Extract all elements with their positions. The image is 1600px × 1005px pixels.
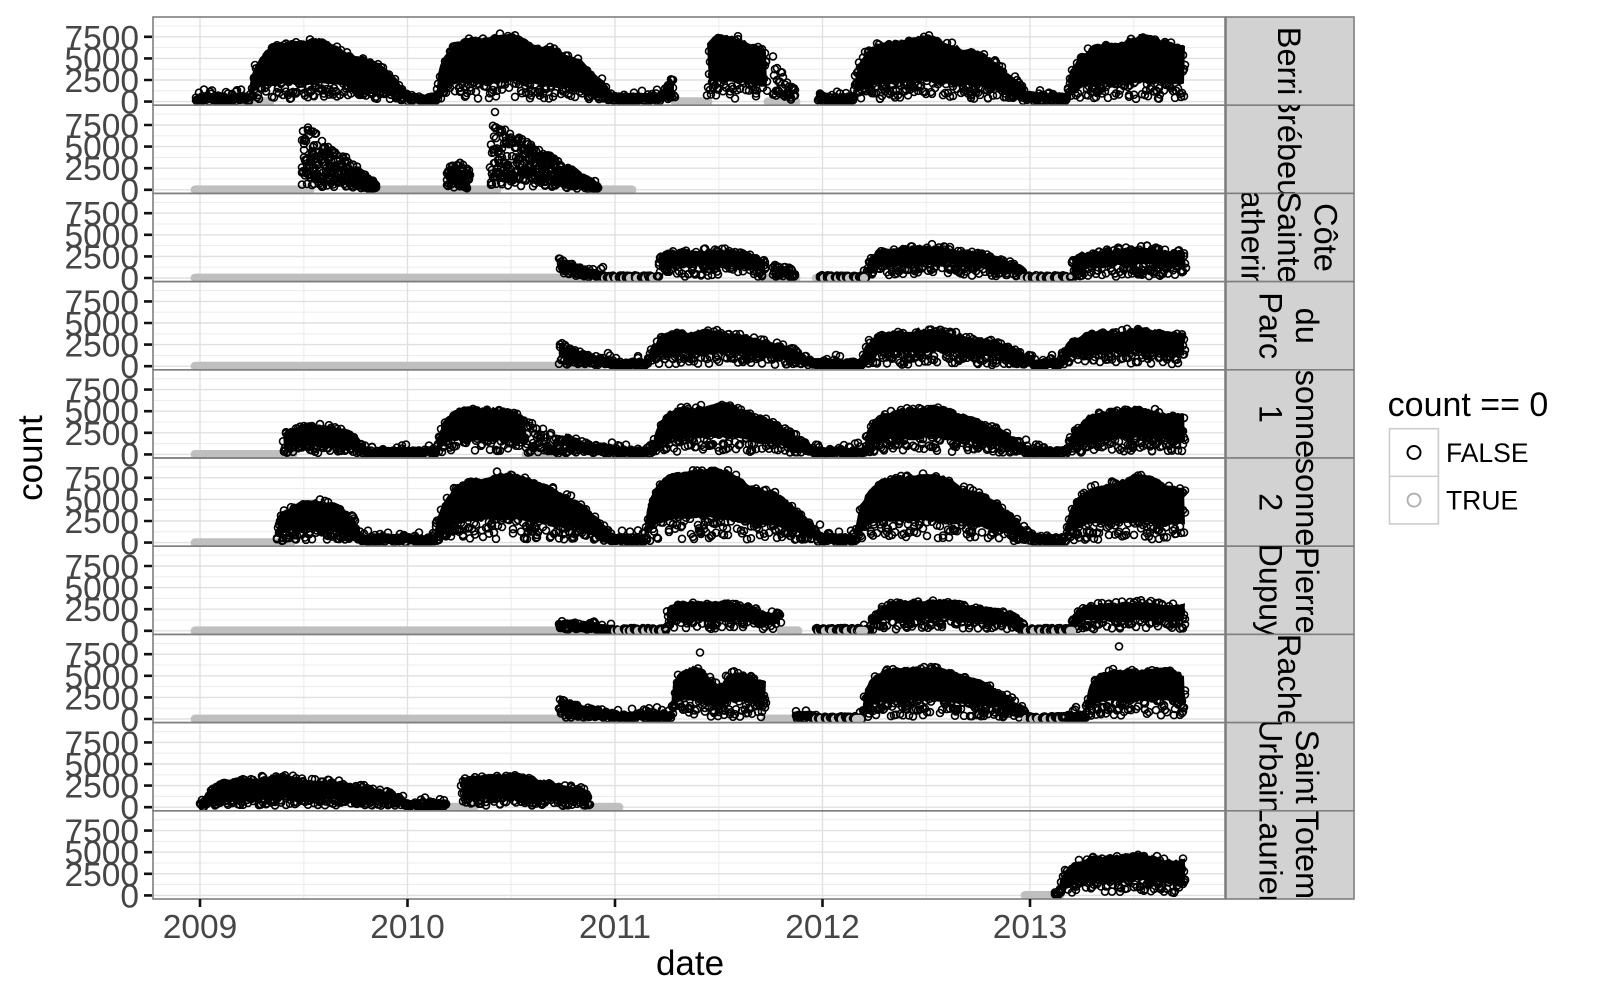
svg-text:TRUE: TRUE xyxy=(1446,486,1518,516)
svg-text:5000: 5000 xyxy=(64,41,139,78)
svg-text:2500: 2500 xyxy=(64,680,139,717)
svg-text:Rachel: Rachel xyxy=(1271,634,1307,735)
svg-text:Côte: Côte xyxy=(1307,203,1343,272)
svg-text:Brébeuf: Brébeuf xyxy=(1271,92,1307,207)
svg-text:1: 1 xyxy=(1253,405,1289,423)
svg-text:2500: 2500 xyxy=(64,151,139,188)
svg-text:5000: 5000 xyxy=(64,130,139,167)
svg-text:2500: 2500 xyxy=(64,63,139,100)
svg-text:Urbain: Urbain xyxy=(1253,719,1289,815)
svg-text:5000: 5000 xyxy=(64,571,139,608)
svg-text:Laurier: Laurier xyxy=(1253,804,1289,905)
svg-text:Maisonneuve: Maisonneuve xyxy=(1289,317,1325,510)
svg-text:7500: 7500 xyxy=(64,814,139,851)
svg-text:0: 0 xyxy=(120,526,139,563)
svg-text:2500: 2500 xyxy=(64,239,139,276)
svg-text:7500: 7500 xyxy=(64,20,139,57)
svg-text:FALSE: FALSE xyxy=(1446,438,1529,468)
svg-text:0: 0 xyxy=(120,349,139,386)
svg-text:7500: 7500 xyxy=(64,196,139,233)
svg-text:Berri: Berri xyxy=(1271,27,1307,96)
svg-text:7500: 7500 xyxy=(64,284,139,321)
svg-text:0: 0 xyxy=(120,173,139,210)
svg-text:2009: 2009 xyxy=(163,909,238,946)
svg-text:0: 0 xyxy=(120,614,139,651)
svg-text:7500: 7500 xyxy=(64,637,139,674)
svg-text:5000: 5000 xyxy=(64,659,139,696)
svg-text:7500: 7500 xyxy=(64,461,139,498)
svg-text:2011: 2011 xyxy=(579,909,651,946)
svg-text:7500: 7500 xyxy=(64,108,139,145)
svg-text:7500: 7500 xyxy=(64,549,139,586)
svg-text:7500: 7500 xyxy=(64,373,139,410)
svg-text:0: 0 xyxy=(120,85,139,122)
svg-text:2500: 2500 xyxy=(64,769,139,806)
svg-text:2500: 2500 xyxy=(64,592,139,629)
svg-text:2010: 2010 xyxy=(370,909,445,946)
svg-text:0: 0 xyxy=(120,878,139,915)
svg-text:2500: 2500 xyxy=(64,504,139,541)
svg-text:5000: 5000 xyxy=(64,306,139,343)
svg-text:0: 0 xyxy=(120,261,139,298)
svg-text:7500: 7500 xyxy=(64,725,139,762)
svg-text:Pierre: Pierre xyxy=(1289,547,1325,634)
svg-text:Dupuy: Dupuy xyxy=(1253,543,1289,638)
svg-text:5000: 5000 xyxy=(64,394,139,431)
svg-text:Catherine: Catherine xyxy=(1234,167,1270,308)
svg-text:2012: 2012 xyxy=(785,909,860,946)
svg-text:2013: 2013 xyxy=(993,909,1068,946)
svg-text:count == 0: count == 0 xyxy=(1388,386,1549,424)
svg-text:Saint: Saint xyxy=(1289,730,1325,804)
svg-text:Totem: Totem xyxy=(1289,811,1325,900)
svg-text:2500: 2500 xyxy=(64,328,139,365)
svg-text:2500: 2500 xyxy=(64,857,139,894)
svg-text:du: du xyxy=(1289,308,1325,344)
svg-text:2: 2 xyxy=(1253,493,1289,511)
svg-text:0: 0 xyxy=(120,437,139,474)
svg-text:Maisonneuve: Maisonneuve xyxy=(1289,405,1325,598)
svg-text:date: date xyxy=(656,944,724,983)
svg-text:5000: 5000 xyxy=(64,747,139,784)
svg-text:0: 0 xyxy=(120,790,139,827)
svg-text:5000: 5000 xyxy=(64,482,139,519)
svg-text:0: 0 xyxy=(120,702,139,739)
svg-text:Sainte: Sainte xyxy=(1271,191,1307,283)
svg-text:2500: 2500 xyxy=(64,416,139,453)
svg-text:5000: 5000 xyxy=(64,218,139,255)
svg-text:Parc: Parc xyxy=(1253,292,1289,359)
svg-text:5000: 5000 xyxy=(64,835,139,872)
svg-text:count: count xyxy=(11,415,50,501)
